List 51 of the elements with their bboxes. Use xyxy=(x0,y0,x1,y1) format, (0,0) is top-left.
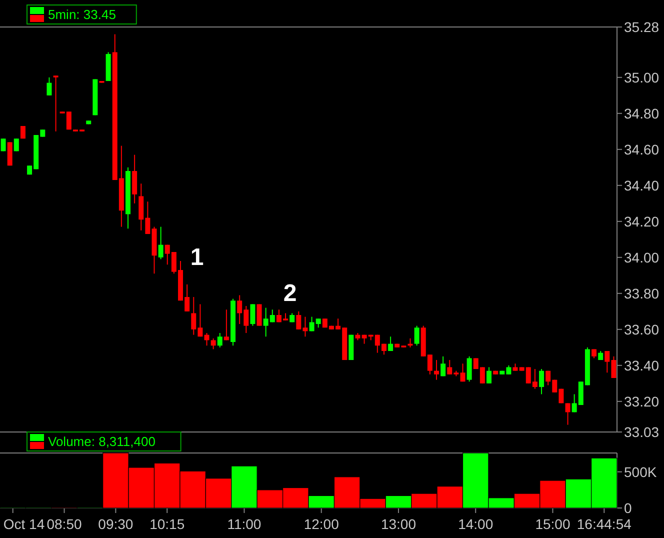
candlestick xyxy=(14,138,19,152)
x-tick-label: 12:00 xyxy=(304,516,340,532)
legend-label: Volume: 8,311,400 xyxy=(48,434,156,449)
x-tick-label: 16:44:54 xyxy=(576,516,632,532)
x-tick-label: 09:30 xyxy=(98,516,134,532)
annotation: 1 xyxy=(190,244,204,271)
y-tick-label: 34.80 xyxy=(624,105,660,122)
candlestick xyxy=(158,226,164,260)
candlestick xyxy=(46,76,52,96)
candlestick xyxy=(466,356,472,382)
y-tick-label: 34.60 xyxy=(624,141,660,158)
candlestick xyxy=(486,366,492,384)
y-tick-label: 0 xyxy=(624,500,632,516)
y-tick-label: 34.40 xyxy=(624,177,660,194)
y-tick-label: 34.00 xyxy=(624,249,660,266)
y-tick-label: 35.00 xyxy=(624,69,660,86)
x-tick-label: 11:00 xyxy=(227,516,262,532)
candlestick xyxy=(217,332,222,348)
y-tick-label: 33.03 xyxy=(624,424,660,440)
candlestick xyxy=(256,304,262,326)
annotation: 2 xyxy=(283,280,297,307)
candlestick xyxy=(20,126,26,140)
candlestick xyxy=(0,138,6,152)
x-tick-label: Oct 14 xyxy=(3,516,45,532)
candlestick xyxy=(388,336,394,352)
y-tick-label: 33.20 xyxy=(624,393,660,410)
candlestick xyxy=(210,338,216,350)
y-tick-label: 35.28 xyxy=(624,19,660,35)
y-tick-label: 500K xyxy=(624,464,658,480)
candlestick xyxy=(132,154,138,204)
y-tick-label: 33.80 xyxy=(624,285,660,302)
x-tick-label: 13:00 xyxy=(380,516,416,532)
y-tick-label: 34.20 xyxy=(624,213,660,230)
candlestick xyxy=(204,332,210,346)
x-tick-label: 10:15 xyxy=(150,516,185,532)
x-tick-label: 08:50 xyxy=(46,516,82,532)
candlestick xyxy=(224,309,229,341)
candlestick xyxy=(460,363,466,382)
candlestick xyxy=(250,304,256,326)
candlestick xyxy=(565,402,570,426)
candlestick xyxy=(414,325,420,346)
candlestick xyxy=(7,142,12,166)
y-tick-label: 33.40 xyxy=(624,357,660,374)
candlestick xyxy=(434,360,439,380)
legend-label: 5min: 33.45 xyxy=(48,7,116,22)
x-tick-label: 15:00 xyxy=(535,516,570,532)
candlestick xyxy=(539,368,544,395)
candlestick xyxy=(440,356,446,377)
candlestick xyxy=(53,75,58,132)
x-tick-label: 14:00 xyxy=(458,516,494,532)
y-tick-label: 33.60 xyxy=(624,321,660,338)
